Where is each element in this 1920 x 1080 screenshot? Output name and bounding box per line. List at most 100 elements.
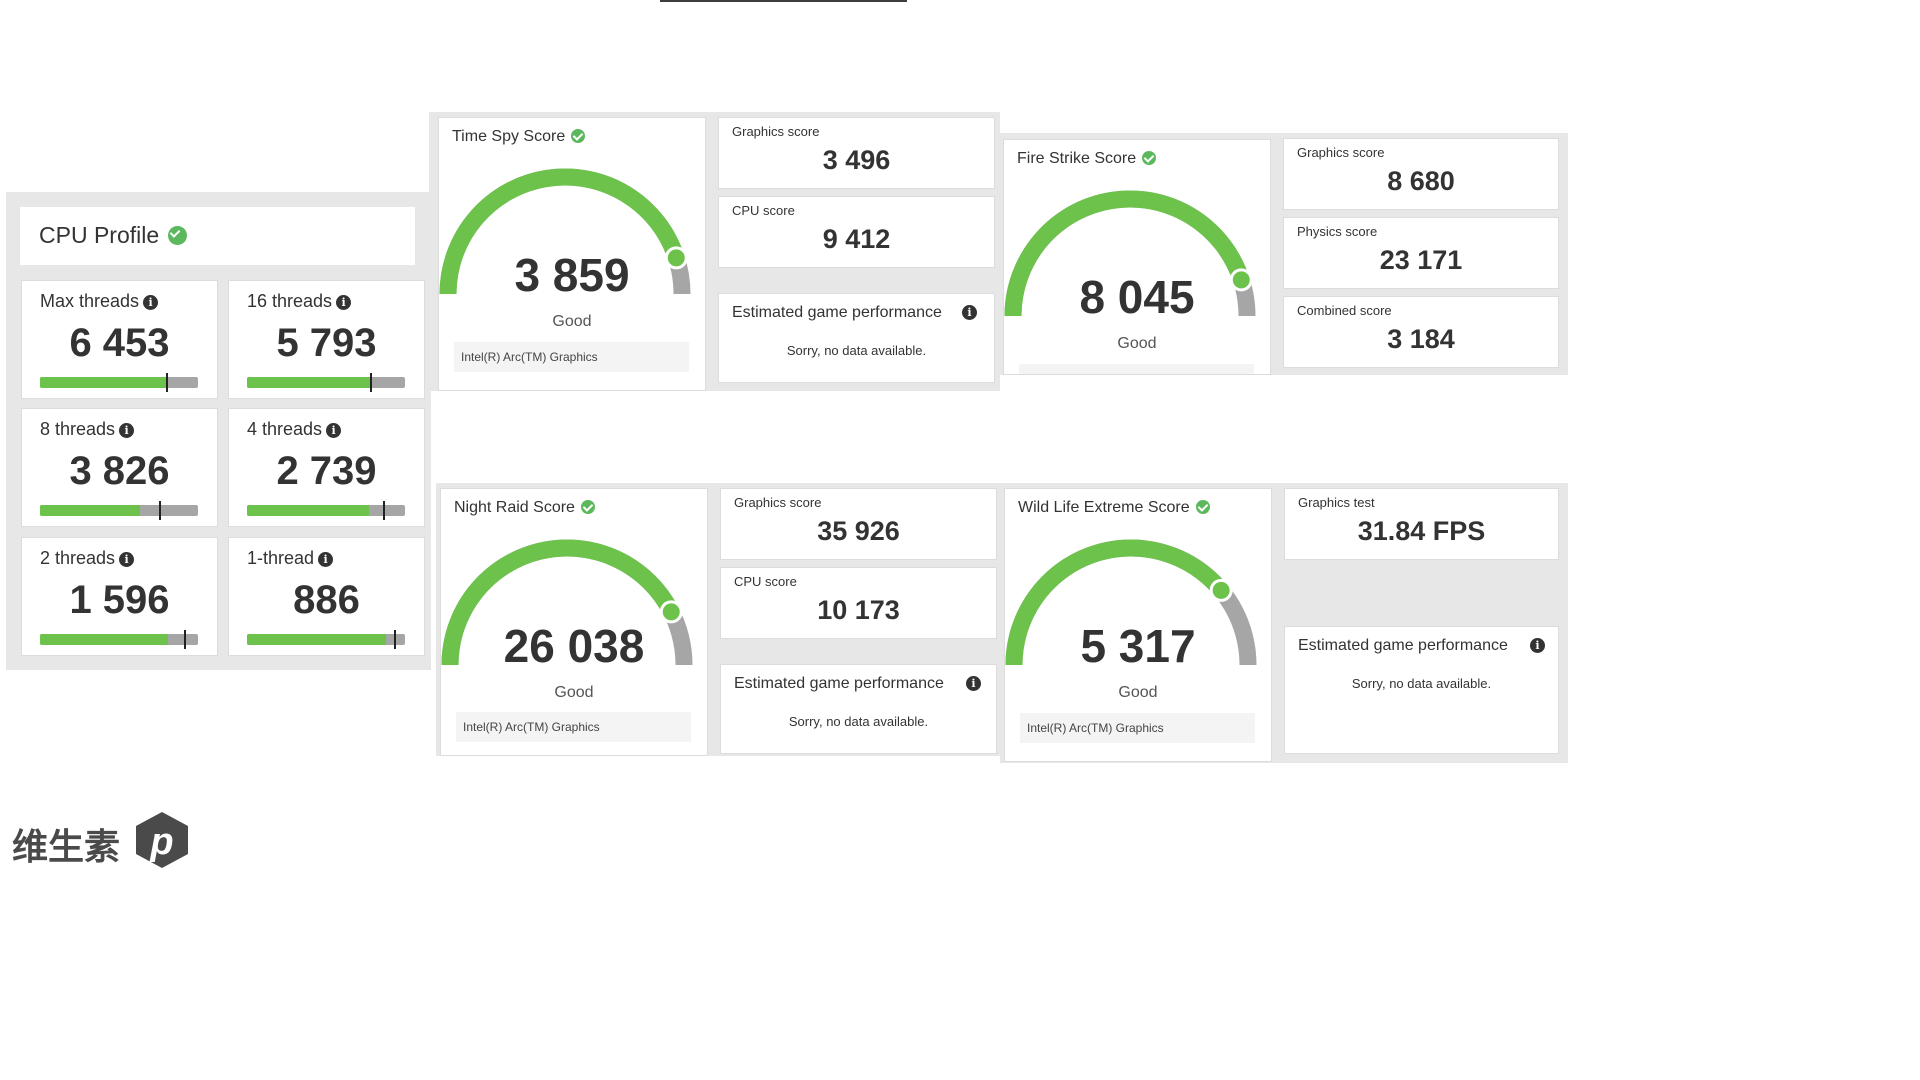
- cpu-profile-title: CPU Profile: [39, 222, 160, 248]
- gauge-knob: [1209, 578, 1233, 602]
- info-icon[interactable]: i: [119, 423, 135, 438]
- score-rating: Good: [554, 684, 594, 701]
- subscore-value: 23 171: [1379, 245, 1463, 275]
- score-value: 26 038: [503, 620, 645, 672]
- egp-message: Sorry, no data available.: [786, 343, 927, 358]
- info-icon[interactable]: i: [326, 423, 342, 438]
- night-raid-score-card: Night Raid Score 26 038 Good Intel(R) Ar…: [441, 489, 707, 755]
- tile-score: 3 826: [69, 449, 170, 493]
- bar-fill: [247, 634, 387, 645]
- night-raid-graphics-score: Graphics score 35 926: [721, 489, 996, 559]
- tile-label: 1-thread: [247, 548, 315, 568]
- gpu-name: Intel(R) Arc(TM) Graphics: [1020, 713, 1255, 743]
- score-gauge: [1004, 190, 1256, 317]
- tile-label: 16 threads: [247, 291, 333, 311]
- fire-strike-score-card: Fire Strike Score 8 045 Good Intel(R) Ar…: [1004, 140, 1270, 374]
- subscore-value: 3 184: [1387, 324, 1455, 354]
- night-raid-estimated-game-performance: Estimated game performance i Sorry, no d…: [721, 665, 996, 753]
- info-icon[interactable]: i: [119, 552, 135, 567]
- tile-score: 6 453: [69, 321, 170, 365]
- info-icon[interactable]: i: [336, 295, 352, 310]
- fire-strike-physics-score: Physics score 23 171: [1284, 218, 1558, 288]
- egp-title: Estimated game performance: [1298, 637, 1508, 654]
- bar-fill: [247, 377, 371, 388]
- score-title: Fire Strike Score: [1017, 150, 1137, 167]
- tile-score: 886: [293, 578, 360, 622]
- score-gauge: [1005, 539, 1257, 666]
- score-rating: Good: [1118, 684, 1158, 701]
- gauge-knob: [1229, 268, 1253, 292]
- wild-life-score-card: Wild Life Extreme Score 5 317 Good Intel…: [1005, 489, 1271, 761]
- verified-check-icon: [168, 226, 188, 245]
- tile-progress-bar: [40, 373, 198, 392]
- cpu-profile-header: CPU Profile: [20, 207, 415, 265]
- tile-label: 8 threads: [40, 419, 116, 439]
- subscore-label: CPU score: [734, 574, 797, 589]
- tile-label: 4 threads: [247, 419, 323, 439]
- subscore-label: Graphics score: [732, 124, 820, 139]
- tile-progress-bar: [247, 373, 405, 392]
- tile-progress-bar: [40, 501, 198, 520]
- bar-marker: [382, 501, 385, 520]
- bar-fill: [247, 505, 369, 516]
- time-spy-cpu-score: CPU score 9 412: [719, 197, 994, 267]
- tile-score: 1 596: [69, 578, 170, 622]
- gauge-fill: [439, 168, 685, 295]
- score-value: 3 859: [514, 249, 630, 301]
- verified-check-icon: [571, 129, 586, 143]
- gauge-fill: [441, 539, 679, 666]
- info-icon[interactable]: i: [143, 295, 159, 310]
- watermark-badge: p: [149, 821, 173, 863]
- tile-score: 5 793: [276, 321, 377, 365]
- gpu-name: Intel(R) Arc(TM) Graphics: [1019, 364, 1254, 374]
- score-gauge: [439, 168, 691, 295]
- score-value: 8 045: [1079, 271, 1195, 323]
- bar-marker: [370, 373, 373, 392]
- info-icon[interactable]: i: [1530, 638, 1545, 653]
- cpu-tile-2-threads: 2 threads i 1 596: [22, 538, 217, 655]
- egp-title: Estimated game performance: [732, 304, 942, 321]
- score-rating: Good: [1117, 335, 1157, 352]
- gauge-knob: [664, 246, 688, 270]
- verified-check-icon: [1195, 500, 1210, 514]
- egp-title: Estimated game performance: [734, 675, 944, 692]
- bar-marker: [183, 630, 186, 649]
- wild-life-graphics-test: Graphics test 31.84 FPS: [1285, 489, 1558, 559]
- bar-marker: [166, 373, 169, 392]
- verified-check-icon: [1142, 151, 1157, 165]
- score-gauge: [441, 539, 693, 666]
- fire-strike-combined-score: Combined score 3 184: [1284, 297, 1558, 367]
- score-title: Time Spy Score: [452, 128, 566, 145]
- bar-marker: [393, 630, 396, 649]
- cpu-tile-max-threads: Max threads i 6 453: [22, 281, 217, 398]
- info-icon[interactable]: i: [962, 305, 977, 320]
- subscore-label: Graphics score: [1297, 145, 1385, 160]
- time-spy-score-card: Time Spy Score 3 859 Good Intel(R) Arc(T…: [439, 118, 705, 390]
- info-icon[interactable]: i: [966, 676, 981, 691]
- bar-fill: [40, 634, 168, 645]
- time-spy-estimated-game-performance: Estimated game performance i Sorry, no d…: [719, 294, 994, 382]
- subscore-value: 9 412: [822, 224, 891, 254]
- gauge-knob: [659, 600, 683, 624]
- tile-progress-bar: [40, 630, 198, 649]
- tile-progress-bar: [247, 501, 405, 520]
- bar-fill: [40, 377, 167, 388]
- score-rating: Good: [552, 313, 592, 330]
- cpu-tile-4-threads: 4 threads i 2 739: [229, 409, 424, 526]
- score-title: Wild Life Extreme Score: [1018, 499, 1190, 516]
- gpu-name: Intel(R) Arc(TM) Graphics: [454, 342, 689, 372]
- cpu-tile-8-threads: 8 threads i 3 826: [22, 409, 217, 526]
- cpu-tile-16-threads: 16 threads i 5 793: [229, 281, 424, 398]
- subscore-label: CPU score: [732, 203, 795, 218]
- tile-score: 2 739: [276, 449, 377, 493]
- subscore-value: 31.84 FPS: [1357, 516, 1486, 546]
- top-divider: [660, 0, 907, 2]
- verified-check-icon: [580, 500, 595, 514]
- subscore-value: 10 173: [817, 595, 900, 625]
- bar-fill: [40, 505, 140, 516]
- tile-label: 2 threads: [40, 548, 116, 568]
- subscore-label: Physics score: [1297, 224, 1378, 239]
- score-value: 5 317: [1080, 620, 1196, 672]
- subscore-label: Graphics test: [1298, 495, 1375, 510]
- info-icon[interactable]: i: [318, 552, 334, 567]
